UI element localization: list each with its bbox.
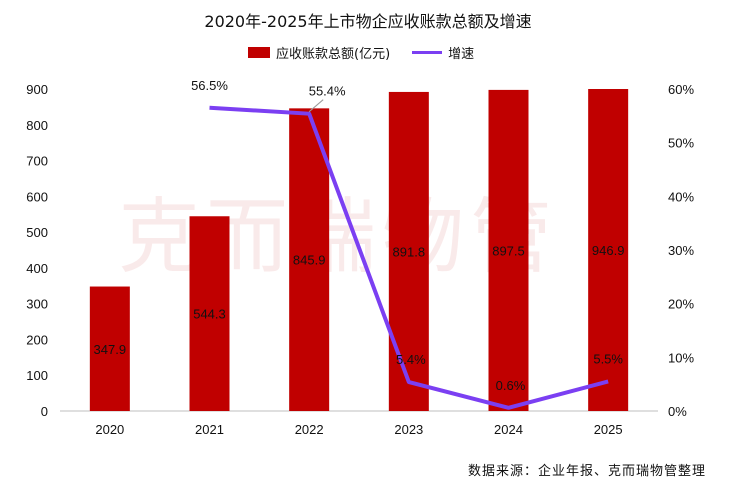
y-left-tick-label: 600 [26, 189, 48, 204]
source-note: 数据来源：企业年报、克而瑞物管整理 [467, 464, 706, 479]
legend: 应收账款总额(亿元) 增速 [248, 42, 474, 62]
y-left-tick-label: 500 [26, 225, 48, 240]
y-right-tick-label: 60% [668, 82, 694, 97]
bar [588, 89, 629, 411]
bar-value-label: 347.9 [94, 342, 127, 357]
bar-value-label: 544.3 [193, 307, 226, 322]
y-left-tick-label: 900 [26, 82, 48, 97]
y-left-tick-label: 300 [26, 297, 48, 312]
bar [189, 216, 230, 411]
y-left-tick-label: 800 [26, 118, 48, 133]
bar [89, 286, 130, 411]
x-tick-label: 2023 [394, 422, 423, 437]
y-right-tick-label: 20% [668, 297, 694, 312]
growth-label-leader [308, 99, 324, 113]
growth-label: 5.5% [593, 351, 623, 366]
y-right-tick-label: 0% [668, 404, 687, 419]
x-tick-label: 2022 [295, 422, 324, 437]
y-left-tick-label: 400 [26, 261, 48, 276]
y-right-tick-label: 30% [668, 243, 694, 258]
y-left-tick-label: 0 [41, 404, 48, 419]
legend-bar-label: 应收账款总额(亿元) [276, 46, 391, 62]
legend-line-label: 增速 [448, 46, 475, 62]
growth-label: 56.5% [191, 78, 228, 93]
legend-line-swatch [412, 50, 443, 54]
bar-value-label: 845.9 [293, 253, 326, 268]
x-tick-label: 2025 [594, 422, 623, 437]
chart-title: 2020年-2025年上市物企应收账款总额及增速 [204, 12, 532, 31]
y-left-tick-label: 700 [26, 154, 48, 169]
growth-label: 55.4% [309, 84, 346, 99]
legend-bar-swatch [248, 46, 270, 58]
bar-value-label: 946.9 [592, 243, 625, 258]
x-tick-label: 2021 [195, 422, 224, 437]
bar [488, 89, 529, 412]
y-right-tick-label: 10% [668, 350, 694, 365]
y-right-tick-label: 50% [668, 136, 694, 151]
y-right-tick-label: 40% [668, 189, 694, 204]
growth-label: 5.4% [396, 352, 426, 367]
x-tick-label: 2024 [494, 422, 523, 437]
bar-value-label: 897.5 [492, 243, 525, 258]
bar [289, 108, 330, 411]
y-left-tick-label: 200 [26, 332, 48, 347]
bar [388, 91, 429, 411]
growth-line [209, 105, 609, 410]
y-left-tick-label: 100 [26, 368, 48, 383]
growth-label: 0.6% [496, 378, 526, 393]
bar-value-label: 891.8 [393, 244, 426, 259]
x-tick-label: 2020 [95, 422, 124, 437]
